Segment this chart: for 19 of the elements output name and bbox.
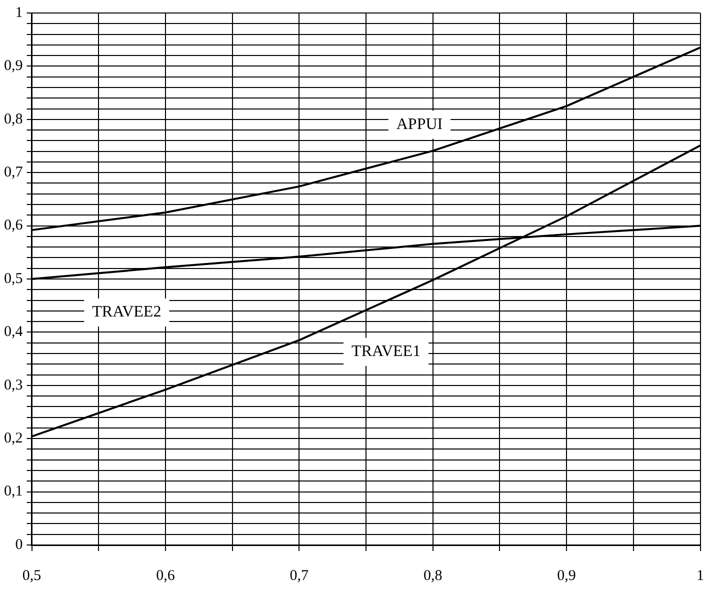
y-tick-label: 0,8 xyxy=(4,111,23,128)
y-tick-label: 0 xyxy=(15,536,23,553)
y-tick-label: 0,5 xyxy=(4,270,23,287)
y-tick-label: 0,3 xyxy=(4,377,23,394)
y-tick-label: 0,9 xyxy=(4,58,23,74)
y-tick-label: 0,4 xyxy=(4,324,24,340)
x-tick-label: 0,7 xyxy=(290,568,310,584)
y-tick-label: 0,1 xyxy=(4,484,23,500)
y-tick-label: 0,7 xyxy=(4,164,24,181)
x-tick-label: 0,8 xyxy=(423,568,442,584)
y-tick-label: 0,6 xyxy=(4,218,24,234)
series-label: APPUI xyxy=(396,116,443,133)
x-tick-label: 0,6 xyxy=(156,568,176,584)
x-tick-label: 0,9 xyxy=(557,568,576,584)
y-tick-label: 0,2 xyxy=(4,430,23,447)
x-tick-label: 1 xyxy=(696,568,704,584)
series-label: TRAVEE2 xyxy=(92,304,162,321)
series-label: TRAVEE1 xyxy=(352,343,421,360)
y-tick-label: 1 xyxy=(15,4,23,21)
